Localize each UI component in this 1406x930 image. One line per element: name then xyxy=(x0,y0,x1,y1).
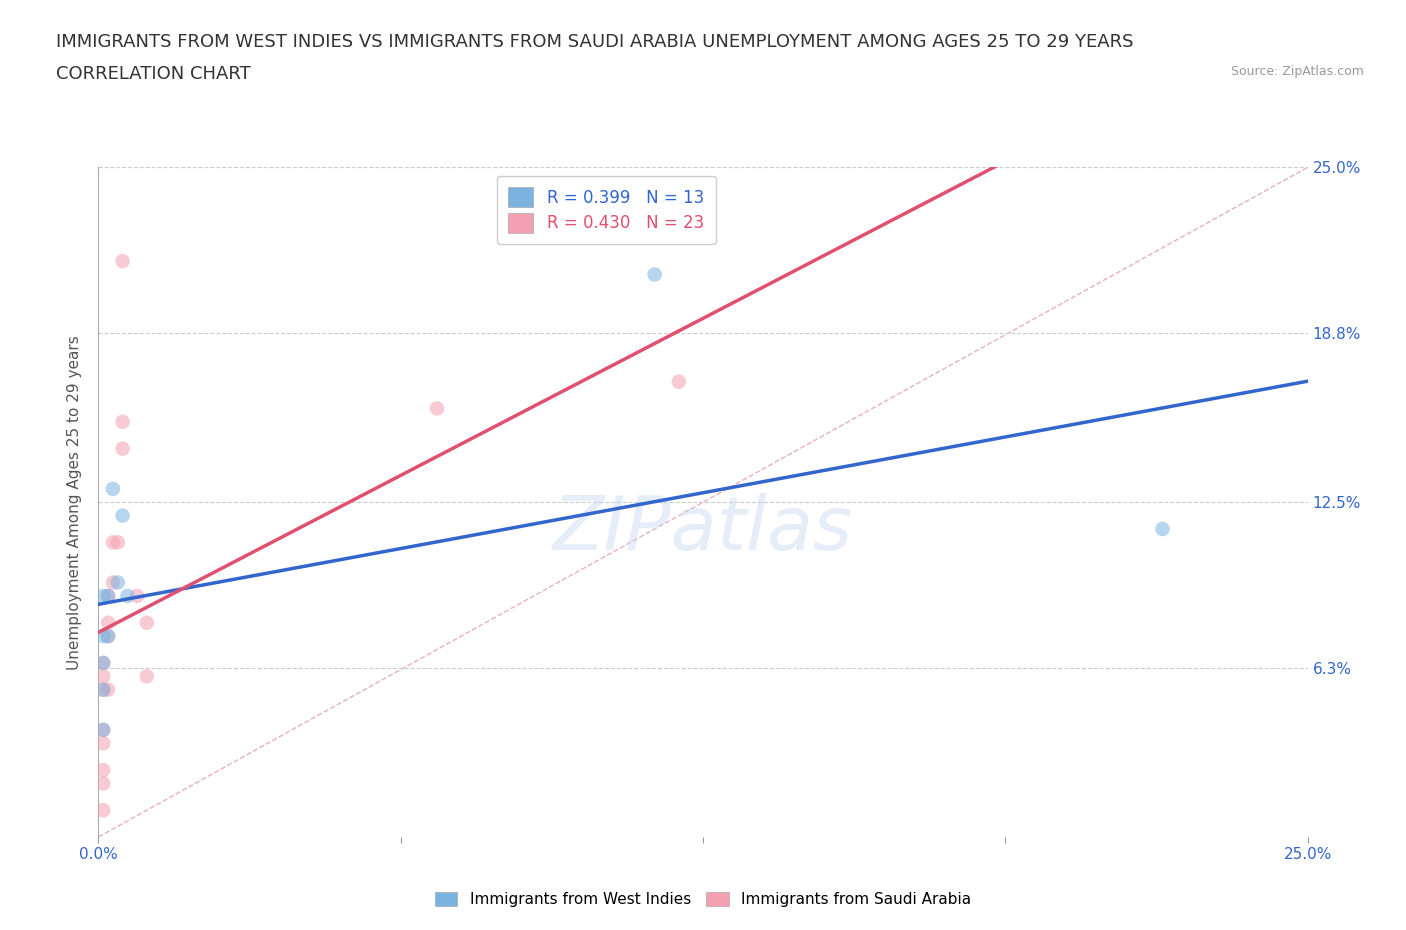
Point xyxy=(97,589,120,604)
Point xyxy=(101,482,124,497)
Point xyxy=(97,629,120,644)
Text: Source: ZipAtlas.com: Source: ZipAtlas.com xyxy=(1230,65,1364,78)
Point xyxy=(91,776,114,790)
Point xyxy=(91,669,114,684)
Text: ZIPatlas: ZIPatlas xyxy=(553,493,853,565)
Point xyxy=(101,535,124,550)
Point xyxy=(97,683,120,698)
Point xyxy=(91,629,114,644)
Point xyxy=(97,629,120,644)
Point xyxy=(91,736,114,751)
Point xyxy=(644,267,666,282)
Legend: Immigrants from West Indies, Immigrants from Saudi Arabia: Immigrants from West Indies, Immigrants … xyxy=(429,885,977,913)
Point xyxy=(91,723,114,737)
Point xyxy=(107,535,129,550)
Point xyxy=(91,656,114,671)
Point xyxy=(111,254,134,269)
Text: IMMIGRANTS FROM WEST INDIES VS IMMIGRANTS FROM SAUDI ARABIA UNEMPLOYMENT AMONG A: IMMIGRANTS FROM WEST INDIES VS IMMIGRANT… xyxy=(56,33,1133,50)
Point xyxy=(135,616,157,631)
Point xyxy=(91,656,114,671)
Point xyxy=(97,616,120,631)
Point xyxy=(1152,522,1174,537)
Point xyxy=(668,374,690,389)
Y-axis label: Unemployment Among Ages 25 to 29 years: Unemployment Among Ages 25 to 29 years xyxy=(67,335,83,670)
Point xyxy=(426,401,449,416)
Point xyxy=(107,575,129,590)
Text: CORRELATION CHART: CORRELATION CHART xyxy=(56,65,252,83)
Point xyxy=(97,589,120,604)
Point xyxy=(135,669,157,684)
Point xyxy=(117,589,139,604)
Legend: R = 0.399   N = 13, R = 0.430   N = 23: R = 0.399 N = 13, R = 0.430 N = 23 xyxy=(496,176,716,245)
Point xyxy=(111,415,134,430)
Point xyxy=(127,589,149,604)
Point xyxy=(91,683,114,698)
Point xyxy=(91,683,114,698)
Point xyxy=(111,508,134,523)
Point xyxy=(91,763,114,777)
Point xyxy=(101,575,124,590)
Point xyxy=(91,803,114,817)
Point xyxy=(91,589,114,604)
Point xyxy=(91,723,114,737)
Point xyxy=(111,441,134,456)
